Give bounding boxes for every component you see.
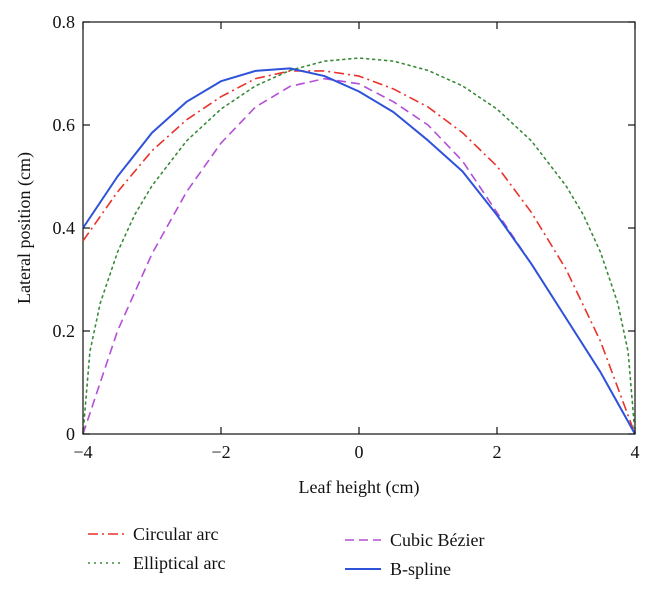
x-tick-label: −4 xyxy=(73,442,92,462)
legend: Circular arc Elliptical arc Cubic Bézier B-… xyxy=(88,524,484,579)
x-tick-label: −2 xyxy=(211,442,230,462)
x-tick-label: 2 xyxy=(493,442,502,462)
legend-label: B-spline xyxy=(390,559,451,579)
legend-item: Elliptical arc xyxy=(88,553,225,573)
series-line-circular-arc xyxy=(82,70,636,435)
x-tick-label: 4 xyxy=(631,442,640,462)
series-line-b-spline xyxy=(82,67,636,435)
y-tick-label: 0.8 xyxy=(53,12,76,32)
series-line-cubic-b-zier xyxy=(82,77,636,435)
y-tick-label: 0.6 xyxy=(53,115,76,135)
legend-label: Elliptical arc xyxy=(133,553,225,573)
legend-item: Circular arc xyxy=(88,524,218,544)
legend-label: Circular arc xyxy=(133,524,218,544)
y-tick-label: 0.4 xyxy=(53,218,76,238)
legend-item: Cubic Bézier xyxy=(345,530,484,550)
x-tick-label: 0 xyxy=(355,442,364,462)
y-axis-title: Lateral position (cm) xyxy=(14,152,35,304)
plot-area: −4 −2 0 2 4 0 0.2 0.4 0.6 0.8 xyxy=(53,12,640,462)
y-tick-label: 0 xyxy=(66,424,75,444)
y-tick-label: 0.2 xyxy=(53,321,76,341)
legend-label: Cubic Bézier xyxy=(390,530,484,550)
legend-item: B-spline xyxy=(345,559,451,579)
ticks-layer: −4 −2 0 2 4 0 0.2 0.4 0.6 0.8 xyxy=(53,12,640,462)
series-layer xyxy=(82,57,636,435)
x-axis-title: Leaf height (cm) xyxy=(299,477,420,498)
